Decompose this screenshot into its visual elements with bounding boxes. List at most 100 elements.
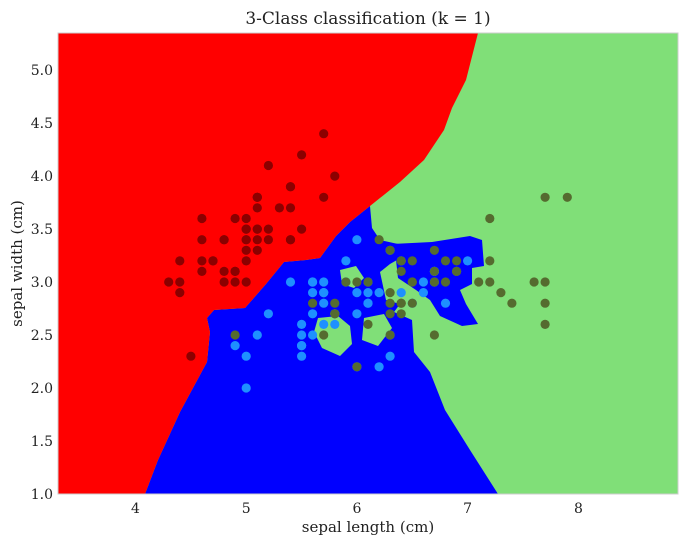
data-point-series-2 — [385, 288, 395, 298]
data-point-series-2 — [341, 277, 351, 287]
decision-regions — [58, 33, 678, 494]
y-axis-ticks: 1.0 1.5 2.0 2.5 3.0 3.5 4.0 4.5 5.0 — [31, 63, 53, 503]
data-point-series-2 — [363, 319, 373, 329]
data-point-series-0 — [175, 277, 185, 287]
y-tick-label: 5.0 — [31, 63, 53, 79]
data-point-series-0 — [285, 235, 296, 245]
data-point-series-2 — [540, 277, 550, 287]
data-point-series-2 — [452, 256, 462, 266]
data-point-series-1 — [319, 298, 329, 308]
data-point-series-0 — [197, 256, 207, 266]
data-point-series-2 — [562, 192, 572, 202]
data-point-series-0 — [219, 277, 229, 287]
data-point-series-1 — [352, 235, 362, 245]
data-point-series-1 — [341, 256, 351, 266]
data-point-series-0 — [230, 277, 240, 287]
data-point-series-2 — [485, 213, 495, 224]
data-point-series-0 — [252, 224, 262, 234]
data-point-series-2 — [396, 266, 406, 276]
data-point-series-0 — [241, 277, 251, 287]
data-point-series-1 — [308, 330, 318, 340]
data-point-series-1 — [352, 288, 362, 298]
data-point-series-2 — [429, 266, 439, 276]
data-point-series-1 — [463, 256, 473, 266]
data-point-series-0 — [197, 235, 207, 245]
data-point-series-2 — [330, 298, 340, 308]
data-point-series-0 — [297, 224, 307, 234]
data-point-series-0 — [241, 235, 251, 245]
data-point-series-2 — [385, 330, 395, 340]
data-point-series-2 — [407, 256, 417, 266]
data-point-series-0 — [241, 245, 251, 255]
data-point-series-2 — [440, 277, 451, 287]
y-tick-label: 4.5 — [31, 116, 53, 132]
x-tick-label: 6 — [352, 501, 361, 517]
data-point-series-0 — [285, 182, 296, 192]
data-point-series-0 — [175, 288, 185, 298]
data-point-series-0 — [230, 213, 240, 224]
data-point-series-0 — [274, 203, 284, 213]
data-point-series-0 — [263, 160, 273, 171]
data-point-series-0 — [219, 266, 229, 276]
data-point-series-2 — [452, 266, 462, 276]
x-axis-label: sepal length (cm) — [302, 518, 434, 536]
data-point-series-1 — [440, 298, 451, 308]
data-point-series-1 — [241, 351, 251, 361]
data-point-series-0 — [241, 256, 251, 266]
data-point-series-2 — [396, 309, 406, 319]
data-points — [164, 129, 572, 393]
data-point-series-2 — [385, 298, 395, 308]
data-point-series-1 — [418, 277, 428, 287]
data-point-series-1 — [352, 309, 362, 319]
plot-frame — [57, 32, 679, 495]
data-point-series-0 — [219, 235, 229, 245]
data-point-series-0 — [330, 171, 340, 181]
x-tick-label: 4 — [131, 501, 140, 517]
data-point-series-0 — [319, 129, 329, 139]
y-tick-label: 2.0 — [31, 381, 53, 397]
data-point-series-2 — [352, 277, 362, 287]
data-point-series-1 — [285, 277, 296, 287]
data-point-series-0 — [285, 203, 296, 213]
data-point-series-1 — [330, 319, 340, 329]
data-point-series-0 — [208, 256, 218, 266]
data-point-series-1 — [363, 288, 373, 298]
data-point-series-2 — [363, 277, 373, 287]
data-point-series-2 — [507, 298, 517, 308]
data-point-series-2 — [330, 309, 340, 319]
data-point-series-1 — [297, 319, 307, 329]
data-point-series-2 — [230, 330, 240, 340]
y-axis-label: sepal width (cm) — [8, 200, 26, 327]
data-point-series-1 — [308, 288, 318, 298]
data-point-series-2 — [352, 362, 362, 372]
data-point-series-1 — [263, 309, 273, 319]
y-tick-label: 3.0 — [31, 275, 53, 291]
data-point-series-1 — [308, 277, 318, 287]
data-point-series-0 — [319, 192, 329, 202]
data-point-series-2 — [540, 192, 550, 202]
data-point-series-2 — [396, 256, 406, 266]
data-point-series-1 — [241, 383, 251, 393]
x-tick-label: 7 — [463, 501, 472, 517]
data-point-series-0 — [252, 203, 262, 213]
data-point-series-1 — [374, 288, 384, 298]
data-point-series-2 — [529, 277, 539, 287]
data-point-series-0 — [186, 351, 196, 361]
data-point-series-1 — [319, 277, 329, 287]
data-point-series-1 — [252, 330, 262, 340]
data-point-series-2 — [485, 277, 495, 287]
data-point-series-2 — [396, 298, 406, 308]
data-point-series-0 — [175, 256, 185, 266]
data-point-series-2 — [308, 298, 318, 308]
x-axis-ticks: 4 5 6 7 8 — [131, 501, 583, 517]
data-point-series-1 — [418, 288, 428, 298]
data-point-series-0 — [263, 224, 273, 234]
data-point-series-1 — [385, 351, 395, 361]
data-point-series-0 — [252, 245, 262, 255]
data-point-series-2 — [385, 245, 395, 255]
x-tick-label: 8 — [574, 501, 583, 517]
y-tick-label: 3.5 — [31, 222, 53, 238]
data-point-series-2 — [374, 235, 384, 245]
data-point-series-2 — [407, 298, 417, 308]
